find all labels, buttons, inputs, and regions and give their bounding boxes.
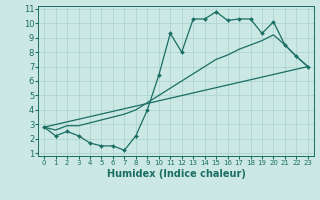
X-axis label: Humidex (Indice chaleur): Humidex (Indice chaleur) — [107, 169, 245, 179]
